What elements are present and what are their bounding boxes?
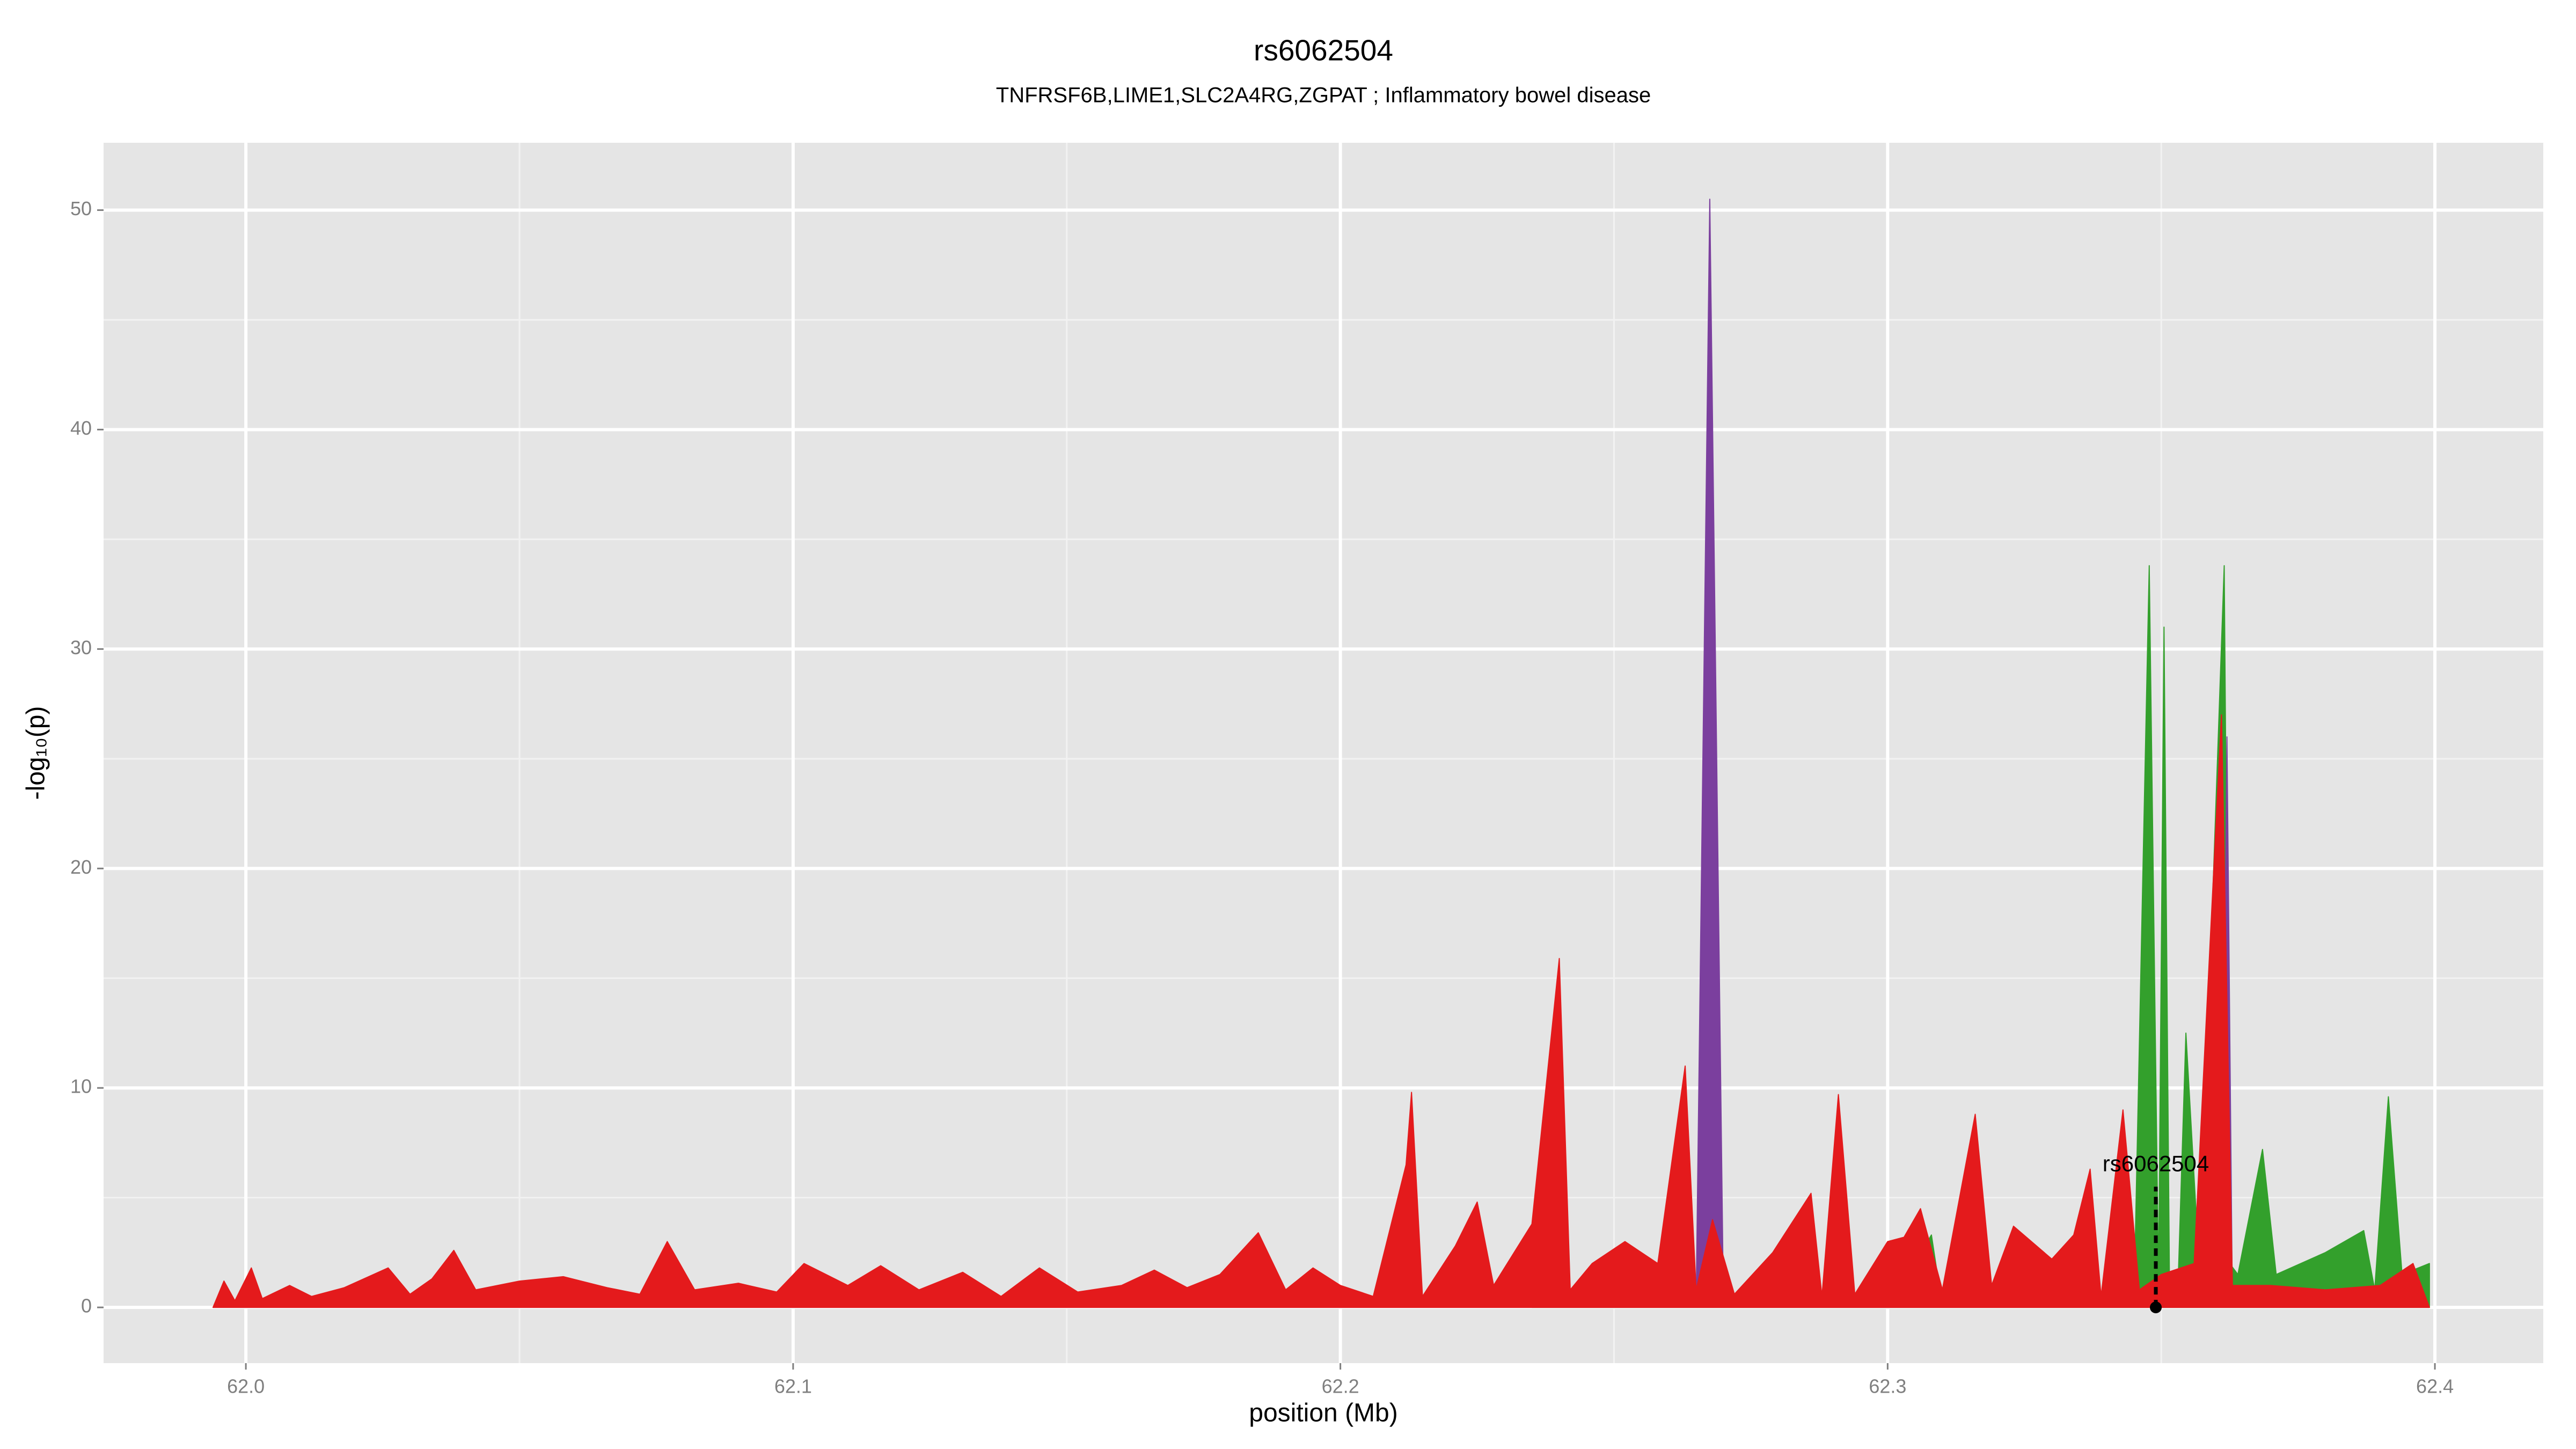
y-axis-title: -log₁₀(p) — [22, 706, 50, 800]
annotation-label: rs6062504 — [2103, 1151, 2209, 1176]
plot-panel — [104, 143, 2543, 1363]
x-tick-label: 62.4 — [2416, 1375, 2454, 1397]
x-tick-label: 62.3 — [1869, 1375, 1906, 1397]
area — [212, 714, 2430, 1308]
chart-title: rs6062504 — [1254, 34, 1393, 67]
y-tick-label: 30 — [70, 636, 92, 658]
marks: rs6062504 — [212, 199, 2430, 1314]
x-axis-title: position (Mb) — [1249, 1399, 1397, 1428]
y-tick-label: 50 — [70, 197, 92, 219]
x-tick-label: 62.1 — [774, 1375, 812, 1397]
y-tick-label: 20 — [70, 856, 92, 878]
x-tick-label: 62.2 — [1322, 1375, 1359, 1397]
ticks: 0 10 20 30 40 50 62.0 62.1 62.2 62.3 62.4 — [70, 197, 2454, 1397]
x-tick-label: 62.0 — [227, 1375, 265, 1397]
y-tick-label: 10 — [70, 1075, 92, 1097]
y-tick-label: 0 — [81, 1295, 92, 1317]
annotation-point — [2150, 1301, 2162, 1314]
y-tick-label: 40 — [70, 417, 92, 439]
chart-subtitle: TNFRSF6B,LIME1,SLC2A4RG,ZGPAT ; Inflamma… — [996, 84, 1651, 107]
